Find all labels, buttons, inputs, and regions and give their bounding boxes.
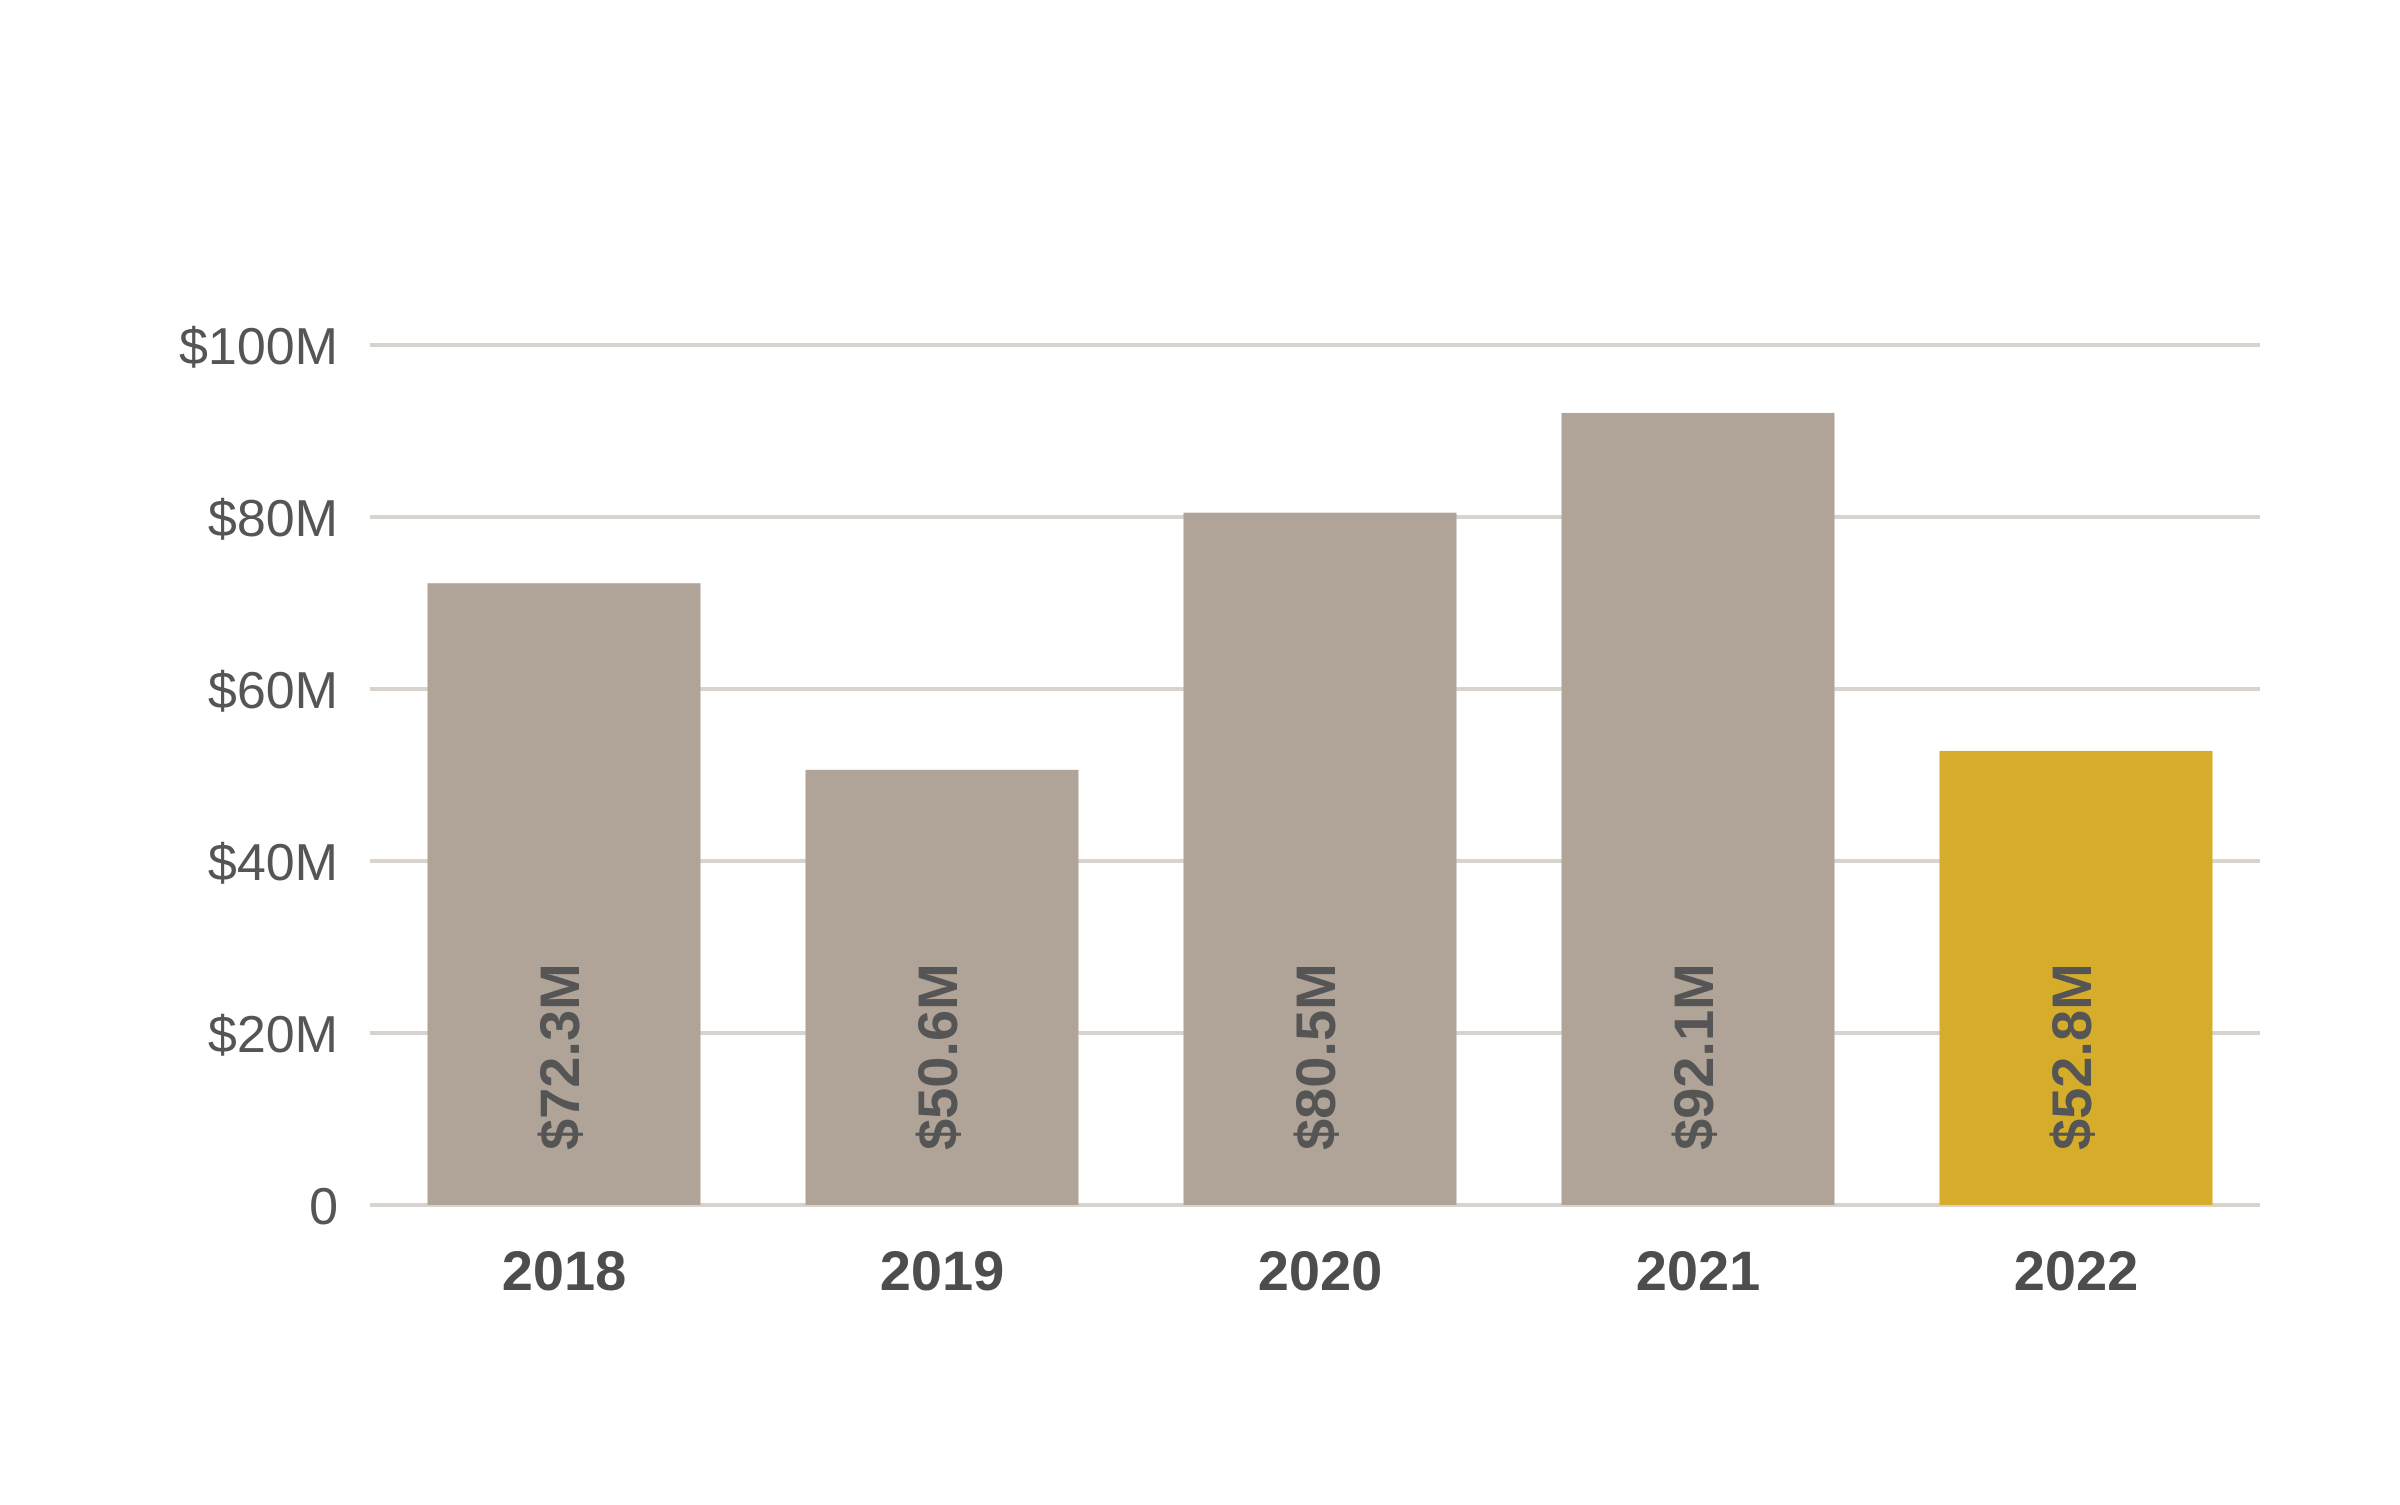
- bar-layer: [427, 412, 2213, 1205]
- bar-2020: [1183, 512, 1457, 1205]
- bar-data-label: $52.8M: [2040, 963, 2103, 1150]
- y-axis: 0 $20M $40M $60M $80M $100M: [179, 318, 338, 1236]
- bar-data-label: $72.3M: [528, 963, 591, 1150]
- x-tick-label: 2019: [880, 1239, 1005, 1302]
- x-tick-label: 2018: [502, 1239, 627, 1302]
- y-tick-label: $20M: [208, 1006, 338, 1064]
- bar-2022: [1939, 750, 2213, 1205]
- bar-2021: [1561, 412, 1835, 1205]
- x-tick-label: 2022: [2014, 1239, 2139, 1302]
- y-tick-label: $80M: [208, 490, 338, 548]
- x-axis: 2018 2019 2020 2021 2022: [502, 1239, 2139, 1302]
- bar-data-label: $80.5M: [1284, 963, 1347, 1150]
- y-tick-label: $40M: [208, 834, 338, 892]
- y-tick-label: $100M: [179, 318, 338, 376]
- label-layer: $72.3M $50.6M $80.5M $92.1M $52.8M: [528, 963, 2103, 1150]
- bar-data-label: $92.1M: [1662, 963, 1725, 1150]
- bar-2019: [805, 769, 1079, 1205]
- x-tick-label: 2020: [1258, 1239, 1383, 1302]
- y-tick-label: $60M: [208, 662, 338, 720]
- bar-2018: [427, 583, 701, 1205]
- x-tick-label: 2021: [1636, 1239, 1761, 1302]
- bar-data-label: $50.6M: [906, 963, 969, 1150]
- y-tick-label: 0: [309, 1178, 338, 1236]
